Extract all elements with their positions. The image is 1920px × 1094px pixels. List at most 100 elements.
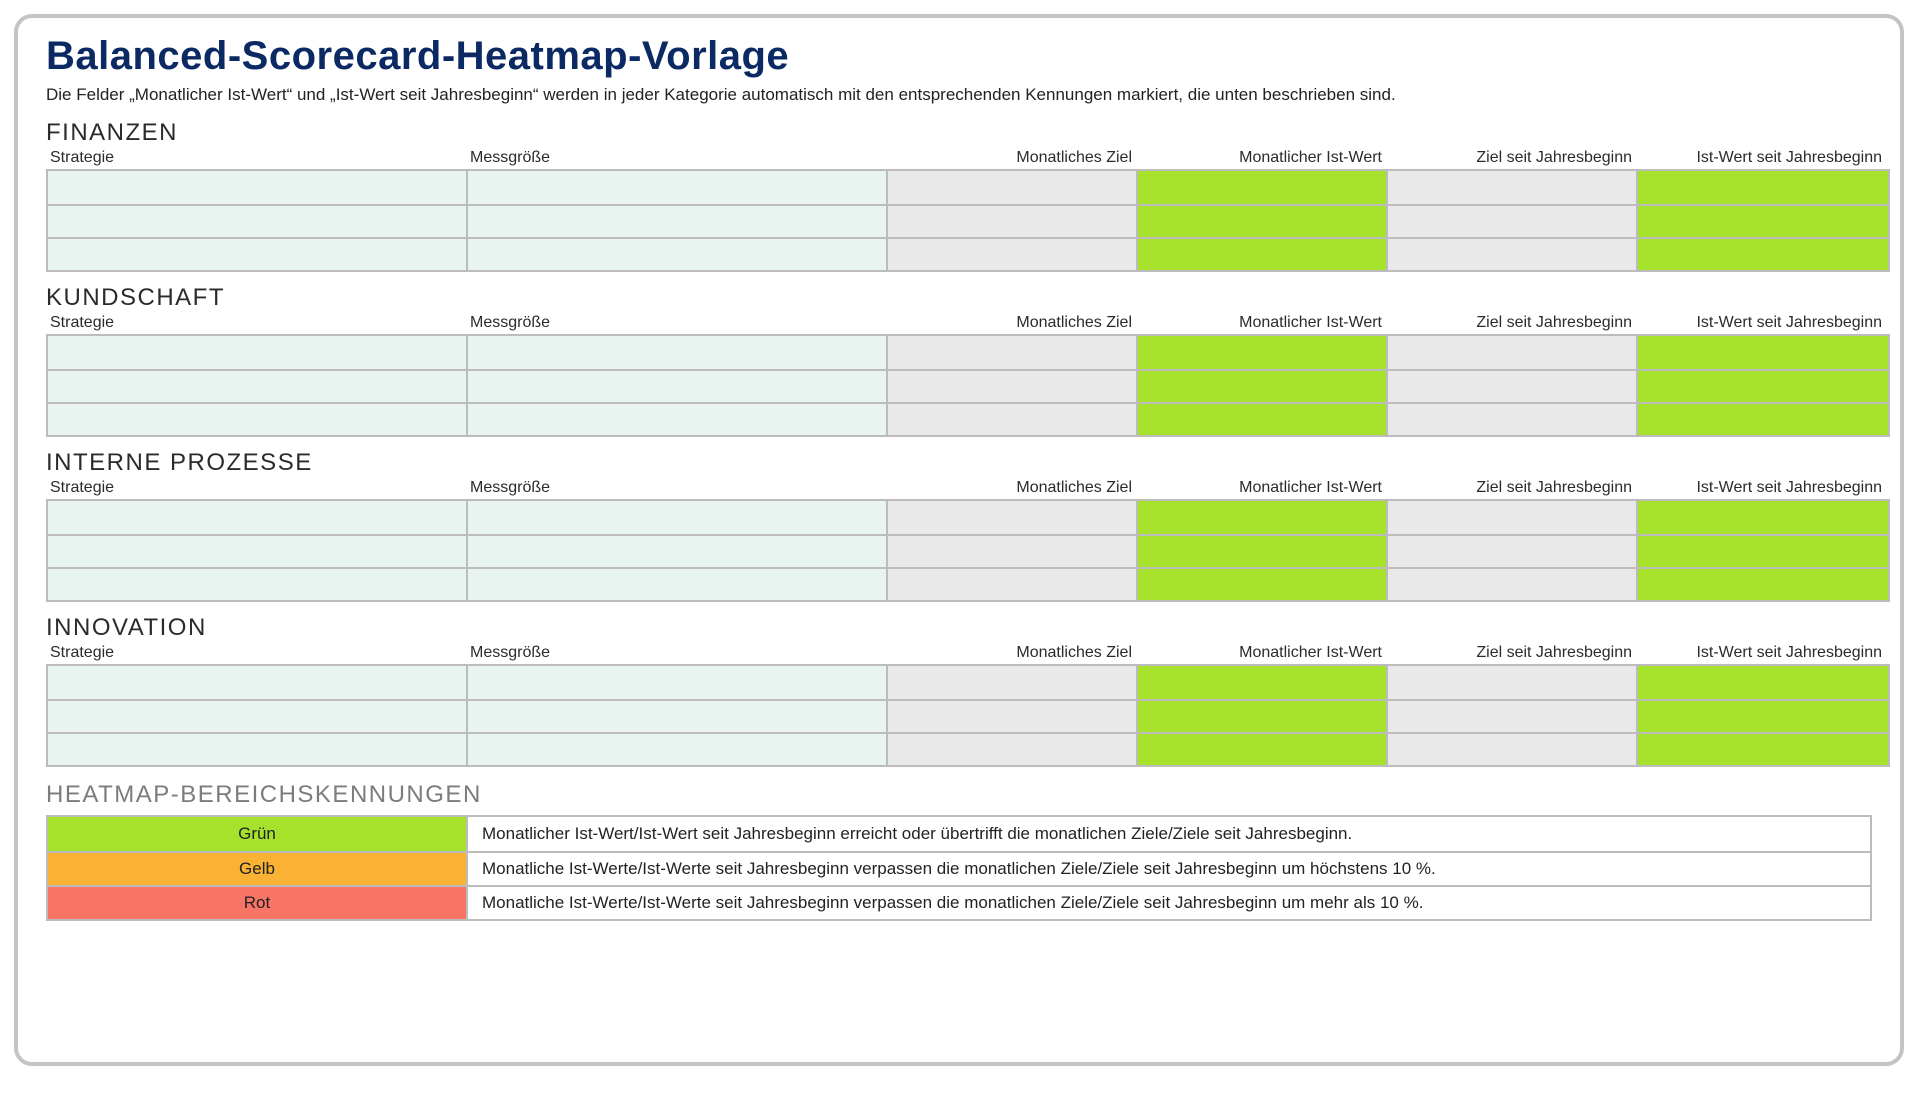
legend-color-label: Gelb [48,851,468,885]
cell[interactable] [48,501,468,534]
col-ytd-target: Ziel seit Jahresbeginn [1386,479,1636,497]
cell[interactable] [888,699,1138,732]
cell[interactable] [888,402,1138,435]
table-row [48,666,1888,699]
legend-color-label: Rot [48,885,468,919]
cell[interactable] [1638,732,1888,765]
cell[interactable] [1138,204,1388,237]
cell[interactable] [888,666,1138,699]
legend-row: RotMonatliche Ist-Werte/Ist-Werte seit J… [48,885,1870,919]
cell[interactable] [48,402,468,435]
cell[interactable] [888,567,1138,600]
cell[interactable] [468,204,888,237]
cell[interactable] [1388,171,1638,204]
cell[interactable] [48,204,468,237]
table-row [48,732,1888,765]
scorecard-table [46,169,1890,272]
cell[interactable] [888,171,1138,204]
col-measure: Messgröße [466,314,886,332]
cell[interactable] [468,369,888,402]
cell[interactable] [1388,336,1638,369]
cell[interactable] [1638,369,1888,402]
cell[interactable] [468,402,888,435]
cell[interactable] [1388,567,1638,600]
cell[interactable] [48,699,468,732]
col-measure: Messgröße [466,644,886,662]
cell[interactable] [1138,501,1388,534]
cell[interactable] [1388,369,1638,402]
cell[interactable] [1388,204,1638,237]
col-ytd-target: Ziel seit Jahresbeginn [1386,314,1636,332]
col-strategy: Strategie [46,479,466,497]
table-row [48,171,1888,204]
cell[interactable] [1638,204,1888,237]
cell[interactable] [48,369,468,402]
cell[interactable] [468,567,888,600]
cell[interactable] [48,171,468,204]
cell[interactable] [1138,171,1388,204]
table-row [48,204,1888,237]
cell[interactable] [888,204,1138,237]
cell[interactable] [48,237,468,270]
legend-description: Monatlicher Ist-Wert/Ist-Wert seit Jahre… [468,817,1870,851]
cell[interactable] [48,336,468,369]
cell[interactable] [1388,666,1638,699]
legend-title: HEATMAP-BEREICHSKENNUNGEN [46,781,1872,809]
cell[interactable] [468,501,888,534]
cell[interactable] [1388,699,1638,732]
col-monthly-target: Monatliches Ziel [886,644,1136,662]
legend-description: Monatliche Ist-Werte/Ist-Werte seit Jahr… [468,885,1870,919]
cell[interactable] [1138,534,1388,567]
cell[interactable] [1138,699,1388,732]
cell[interactable] [48,732,468,765]
cell[interactable] [1638,567,1888,600]
cell[interactable] [1388,534,1638,567]
column-labels: StrategieMessgrößeMonatliches ZielMonatl… [46,149,1872,167]
cell[interactable] [1138,732,1388,765]
cell[interactable] [1638,501,1888,534]
cell[interactable] [1638,171,1888,204]
cell[interactable] [888,237,1138,270]
cell[interactable] [468,171,888,204]
cell[interactable] [1638,534,1888,567]
scorecard-table [46,664,1890,767]
col-measure: Messgröße [466,149,886,167]
cell[interactable] [1638,699,1888,732]
cell[interactable] [1138,237,1388,270]
col-strategy: Strategie [46,644,466,662]
cell[interactable] [468,666,888,699]
cell[interactable] [1138,567,1388,600]
cell[interactable] [888,336,1138,369]
scorecard-table [46,499,1890,602]
cell[interactable] [1138,402,1388,435]
cell[interactable] [1388,237,1638,270]
cell[interactable] [1638,402,1888,435]
cell[interactable] [1638,237,1888,270]
cell[interactable] [888,501,1138,534]
column-labels: StrategieMessgrößeMonatliches ZielMonatl… [46,644,1872,662]
cell[interactable] [1388,501,1638,534]
cell[interactable] [1388,402,1638,435]
cell[interactable] [1138,336,1388,369]
col-monthly-actual: Monatlicher Ist-Wert [1136,479,1386,497]
cell[interactable] [888,369,1138,402]
col-monthly-target: Monatliches Ziel [886,149,1136,167]
cell[interactable] [48,534,468,567]
cell[interactable] [1638,336,1888,369]
column-labels: StrategieMessgrößeMonatliches ZielMonatl… [46,479,1872,497]
cell[interactable] [48,666,468,699]
cell[interactable] [1138,369,1388,402]
cell[interactable] [1638,666,1888,699]
cell[interactable] [468,237,888,270]
cell[interactable] [888,534,1138,567]
cell[interactable] [468,732,888,765]
cell[interactable] [468,336,888,369]
cell[interactable] [888,732,1138,765]
cell[interactable] [468,534,888,567]
cell[interactable] [48,567,468,600]
cell[interactable] [1138,666,1388,699]
col-measure: Messgröße [466,479,886,497]
cell[interactable] [1388,732,1638,765]
cell[interactable] [468,699,888,732]
col-monthly-actual: Monatlicher Ist-Wert [1136,314,1386,332]
